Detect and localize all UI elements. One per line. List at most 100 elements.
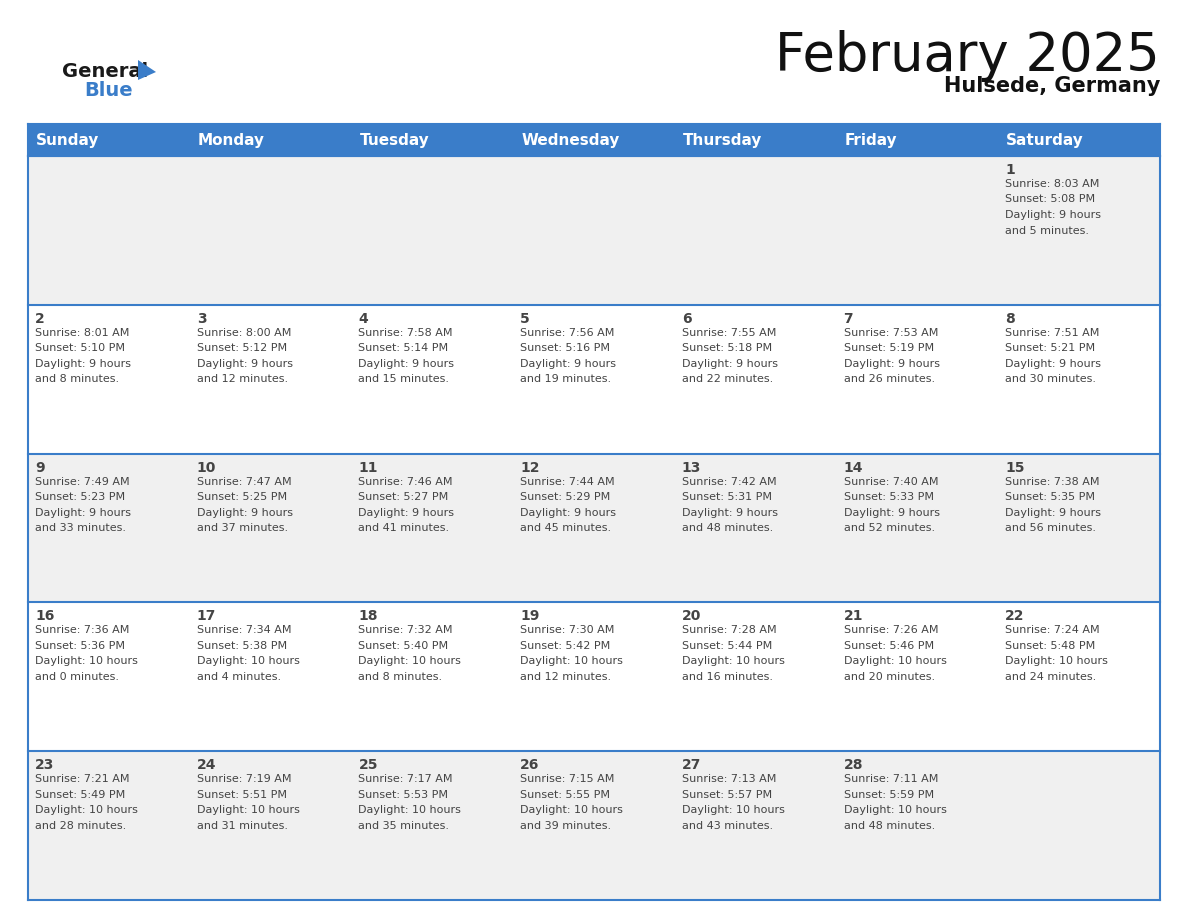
Text: 12: 12 <box>520 461 539 475</box>
Text: Daylight: 9 hours: Daylight: 9 hours <box>34 508 131 518</box>
Bar <box>675 156 836 305</box>
Bar <box>29 305 190 453</box>
Bar <box>513 453 675 602</box>
Text: and 39 minutes.: and 39 minutes. <box>520 821 612 831</box>
Text: and 33 minutes.: and 33 minutes. <box>34 523 126 533</box>
Text: Daylight: 10 hours: Daylight: 10 hours <box>682 805 785 815</box>
Text: 10: 10 <box>197 461 216 475</box>
Text: 19: 19 <box>520 610 539 623</box>
Text: Sunset: 5:31 PM: Sunset: 5:31 PM <box>682 492 772 502</box>
Text: 2: 2 <box>34 312 45 326</box>
Text: and 48 minutes.: and 48 minutes. <box>843 821 935 831</box>
Text: and 5 minutes.: and 5 minutes. <box>1005 226 1089 236</box>
Text: 7: 7 <box>843 312 853 326</box>
Bar <box>998 453 1159 602</box>
Text: 28: 28 <box>843 758 862 772</box>
Text: Sunrise: 7:40 AM: Sunrise: 7:40 AM <box>843 476 939 487</box>
Text: Sunrise: 8:00 AM: Sunrise: 8:00 AM <box>197 328 291 338</box>
Text: Sunset: 5:10 PM: Sunset: 5:10 PM <box>34 343 125 353</box>
Text: Sunrise: 7:32 AM: Sunrise: 7:32 AM <box>359 625 453 635</box>
Text: Sunrise: 7:11 AM: Sunrise: 7:11 AM <box>843 774 939 784</box>
Text: and 0 minutes.: and 0 minutes. <box>34 672 119 682</box>
Text: Daylight: 9 hours: Daylight: 9 hours <box>843 508 940 518</box>
Text: Sunset: 5:42 PM: Sunset: 5:42 PM <box>520 641 611 651</box>
Bar <box>998 305 1159 453</box>
Text: Sunset: 5:46 PM: Sunset: 5:46 PM <box>843 641 934 651</box>
Text: and 4 minutes.: and 4 minutes. <box>197 672 280 682</box>
Bar <box>998 602 1159 751</box>
Text: Sunrise: 7:49 AM: Sunrise: 7:49 AM <box>34 476 129 487</box>
Bar <box>836 156 998 305</box>
Text: and 37 minutes.: and 37 minutes. <box>197 523 287 533</box>
Bar <box>513 305 675 453</box>
Text: and 43 minutes.: and 43 minutes. <box>682 821 773 831</box>
Bar <box>836 751 998 900</box>
Text: and 20 minutes.: and 20 minutes. <box>843 672 935 682</box>
Text: Sunset: 5:48 PM: Sunset: 5:48 PM <box>1005 641 1095 651</box>
Text: and 15 minutes.: and 15 minutes. <box>359 375 449 385</box>
Text: 21: 21 <box>843 610 862 623</box>
Text: Sunrise: 7:53 AM: Sunrise: 7:53 AM <box>843 328 939 338</box>
Text: 11: 11 <box>359 461 378 475</box>
Text: Sunrise: 7:15 AM: Sunrise: 7:15 AM <box>520 774 614 784</box>
Text: Daylight: 9 hours: Daylight: 9 hours <box>359 359 455 369</box>
Bar <box>190 305 352 453</box>
Text: Sunset: 5:16 PM: Sunset: 5:16 PM <box>520 343 611 353</box>
Text: Sunrise: 7:38 AM: Sunrise: 7:38 AM <box>1005 476 1100 487</box>
Bar <box>29 751 190 900</box>
Text: and 52 minutes.: and 52 minutes. <box>843 523 935 533</box>
Bar <box>29 602 190 751</box>
Text: General: General <box>62 62 148 81</box>
Text: Sunset: 5:12 PM: Sunset: 5:12 PM <box>197 343 286 353</box>
Bar <box>675 602 836 751</box>
Text: and 31 minutes.: and 31 minutes. <box>197 821 287 831</box>
Text: Sunset: 5:38 PM: Sunset: 5:38 PM <box>197 641 286 651</box>
Text: 15: 15 <box>1005 461 1025 475</box>
Bar <box>513 751 675 900</box>
Text: Sunrise: 7:42 AM: Sunrise: 7:42 AM <box>682 476 777 487</box>
Text: and 19 minutes.: and 19 minutes. <box>520 375 612 385</box>
Text: 16: 16 <box>34 610 55 623</box>
Text: and 8 minutes.: and 8 minutes. <box>359 672 443 682</box>
Text: Sunrise: 7:56 AM: Sunrise: 7:56 AM <box>520 328 614 338</box>
Text: Sunset: 5:21 PM: Sunset: 5:21 PM <box>1005 343 1095 353</box>
Text: Tuesday: Tuesday <box>360 132 429 148</box>
Text: Daylight: 9 hours: Daylight: 9 hours <box>520 359 617 369</box>
Text: Daylight: 9 hours: Daylight: 9 hours <box>1005 210 1101 220</box>
Bar <box>836 305 998 453</box>
Text: and 22 minutes.: and 22 minutes. <box>682 375 773 385</box>
Bar <box>836 453 998 602</box>
Text: Sunset: 5:36 PM: Sunset: 5:36 PM <box>34 641 125 651</box>
Text: Sunset: 5:08 PM: Sunset: 5:08 PM <box>1005 195 1095 205</box>
Text: Sunset: 5:53 PM: Sunset: 5:53 PM <box>359 789 448 800</box>
Text: Daylight: 9 hours: Daylight: 9 hours <box>34 359 131 369</box>
Text: Daylight: 10 hours: Daylight: 10 hours <box>359 656 461 666</box>
Bar <box>998 156 1159 305</box>
Text: Daylight: 10 hours: Daylight: 10 hours <box>843 656 947 666</box>
Text: Sunset: 5:51 PM: Sunset: 5:51 PM <box>197 789 286 800</box>
Text: Daylight: 10 hours: Daylight: 10 hours <box>682 656 785 666</box>
Bar <box>513 602 675 751</box>
Text: Sunset: 5:18 PM: Sunset: 5:18 PM <box>682 343 772 353</box>
Text: 8: 8 <box>1005 312 1015 326</box>
Text: Daylight: 9 hours: Daylight: 9 hours <box>359 508 455 518</box>
Text: Daylight: 10 hours: Daylight: 10 hours <box>197 805 299 815</box>
Bar <box>190 453 352 602</box>
Text: 14: 14 <box>843 461 862 475</box>
Text: 3: 3 <box>197 312 207 326</box>
Text: Sunset: 5:27 PM: Sunset: 5:27 PM <box>359 492 449 502</box>
Bar <box>675 751 836 900</box>
Text: Sunrise: 7:24 AM: Sunrise: 7:24 AM <box>1005 625 1100 635</box>
Text: Sunrise: 7:34 AM: Sunrise: 7:34 AM <box>197 625 291 635</box>
Text: Sunrise: 7:44 AM: Sunrise: 7:44 AM <box>520 476 614 487</box>
Bar <box>998 751 1159 900</box>
Text: and 30 minutes.: and 30 minutes. <box>1005 375 1097 385</box>
Text: Sunrise: 7:19 AM: Sunrise: 7:19 AM <box>197 774 291 784</box>
Text: 18: 18 <box>359 610 378 623</box>
Bar <box>29 453 190 602</box>
Text: Thursday: Thursday <box>683 132 763 148</box>
Text: Sunrise: 7:30 AM: Sunrise: 7:30 AM <box>520 625 614 635</box>
Text: Daylight: 9 hours: Daylight: 9 hours <box>682 359 778 369</box>
Bar <box>675 453 836 602</box>
Bar <box>352 156 513 305</box>
